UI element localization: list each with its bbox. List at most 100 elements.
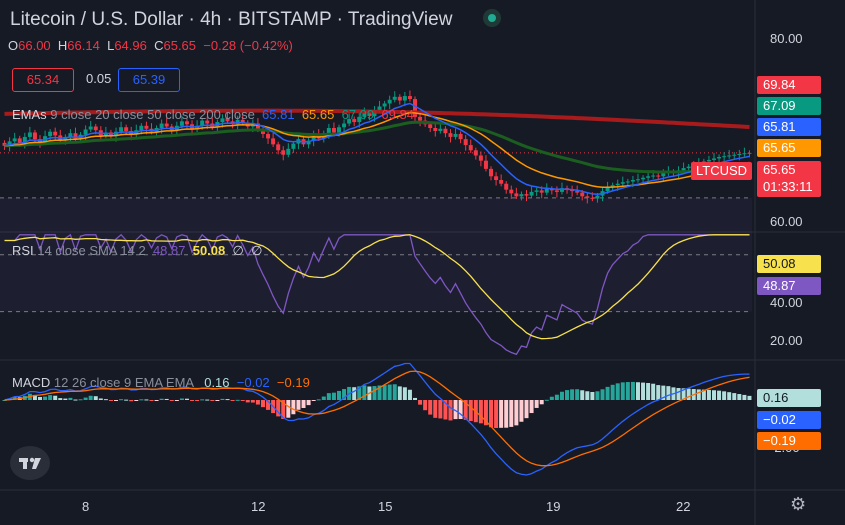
candle-body xyxy=(179,121,184,126)
open-value: 66.00 xyxy=(18,38,51,53)
candle-body xyxy=(605,187,610,192)
candle-body xyxy=(418,116,423,121)
macd-hist-bar xyxy=(580,390,585,400)
price-tick-60: 60.00 xyxy=(770,214,803,229)
time-tick-12: 12 xyxy=(251,499,266,514)
macd-hist-bar xyxy=(651,383,656,400)
chart-title: Litecoin / U.S. Dollar · 4h · BITSTAMP ·… xyxy=(10,9,453,30)
rsi-sma-axis-label: 50.08 xyxy=(757,255,821,273)
macd-hist-bar xyxy=(620,382,625,400)
ema200-value: 69.84 xyxy=(381,107,414,122)
macd-hist-bar xyxy=(499,400,504,428)
candle-body xyxy=(184,121,189,125)
ema20-line xyxy=(4,111,750,189)
candle-body xyxy=(367,113,372,117)
macd-hist-bar xyxy=(93,396,98,400)
buy-price-button[interactable]: 65.39 xyxy=(118,68,180,92)
macd-legend-name: MACD xyxy=(12,375,51,390)
candle-body xyxy=(397,96,402,101)
macd-legend[interactable]: MACD 12 26 close 9 EMA EMA 0.16 −0.02 −0… xyxy=(12,375,310,390)
candle-body xyxy=(737,154,742,155)
ema-legend-name: EMAs xyxy=(12,107,47,122)
candle-body xyxy=(499,180,504,184)
macd-hist-bar xyxy=(32,394,37,400)
macd-hist-bar xyxy=(489,400,494,428)
macd-hist-bar xyxy=(717,390,722,400)
macd-hist-bar xyxy=(164,398,169,400)
time-tick-19: 19 xyxy=(546,499,561,514)
macd-hist-bar xyxy=(549,396,554,400)
candle-body xyxy=(93,126,98,131)
candle-body xyxy=(200,120,205,126)
macd-hist-bar xyxy=(732,393,737,400)
macd-hist-bar xyxy=(220,398,225,400)
macd-hist-bar xyxy=(174,400,179,401)
macd-signal-axis-label: −0.19 xyxy=(757,432,821,450)
candle-body xyxy=(504,183,509,190)
candle-body xyxy=(342,123,347,128)
macd-hist-bar xyxy=(291,400,296,415)
macd-hist-bar xyxy=(727,392,732,400)
candle-body xyxy=(463,139,468,146)
macd-hist-bar xyxy=(524,400,529,419)
macd-signal-value: −0.19 xyxy=(276,375,310,390)
candle-body xyxy=(686,166,691,169)
macd-hist-bar xyxy=(534,400,539,408)
macd-hist-bar xyxy=(342,389,347,400)
gear-icon[interactable]: ⚙ xyxy=(790,494,807,514)
candle-body xyxy=(722,156,727,158)
candle-body xyxy=(595,195,600,199)
macd-hist-bar xyxy=(646,383,651,400)
rsi-legend[interactable]: RSI 14 close SMA 14 2 48.87 50.08 ∅ ∅ xyxy=(12,243,262,259)
candle-body xyxy=(27,132,32,137)
macd-hist-bar xyxy=(129,400,134,402)
candle-body xyxy=(32,132,37,140)
ema-legend[interactable]: EMAs 9 close 20 close 50 close 200 close… xyxy=(12,107,414,122)
macd-hist-bar xyxy=(73,399,78,401)
macd-hist-bar xyxy=(53,395,58,400)
macd-hist-bar xyxy=(205,399,210,401)
candle-body xyxy=(63,136,68,141)
macd-hist-bar xyxy=(245,400,250,403)
candle-body xyxy=(448,133,453,137)
macd-hist-bar xyxy=(544,399,549,401)
macd-hist-bar xyxy=(504,400,509,428)
macd-hist-bar xyxy=(519,400,524,422)
candle-body xyxy=(615,183,620,186)
candle-body xyxy=(407,96,412,100)
macd-hist-bar xyxy=(706,389,711,400)
close-value: 65.65 xyxy=(163,38,197,53)
candle-body xyxy=(402,96,407,101)
macd-hist-bar xyxy=(463,400,468,420)
macd-hist-bar xyxy=(215,400,220,401)
candle-body xyxy=(453,133,458,137)
macd-hist-bar xyxy=(656,385,661,400)
tradingview-logo-icon[interactable] xyxy=(10,446,50,480)
candle-body xyxy=(433,128,438,131)
candle-body xyxy=(413,99,418,117)
macd-hist-bar xyxy=(600,389,605,400)
macd-hist-bar xyxy=(119,399,124,401)
time-tick-8: 8 xyxy=(82,499,90,514)
candle-body xyxy=(630,180,635,182)
ema50-price-label: 67.09 xyxy=(757,97,821,115)
candle-body xyxy=(281,150,286,155)
macd-hist-bar xyxy=(458,400,463,419)
candle-body xyxy=(382,103,387,107)
sell-price-button[interactable]: 65.34 xyxy=(12,68,74,92)
ema200-line xyxy=(4,108,750,129)
macd-hist-bar xyxy=(570,389,575,400)
candle-body xyxy=(580,192,585,197)
candle-body xyxy=(387,99,392,104)
macd-hist-bar xyxy=(722,391,727,400)
macd-hist-bar xyxy=(742,394,747,400)
spread-value: 0.05 xyxy=(86,71,112,86)
macd-hist-bar xyxy=(301,400,306,408)
macd-hist-bar xyxy=(326,393,331,400)
candle-body xyxy=(428,124,433,128)
macd-hist-bar xyxy=(235,399,240,401)
candle-body xyxy=(519,194,524,197)
macd-line-value: −0.02 xyxy=(236,375,270,390)
macd-hist-bar xyxy=(296,400,301,410)
